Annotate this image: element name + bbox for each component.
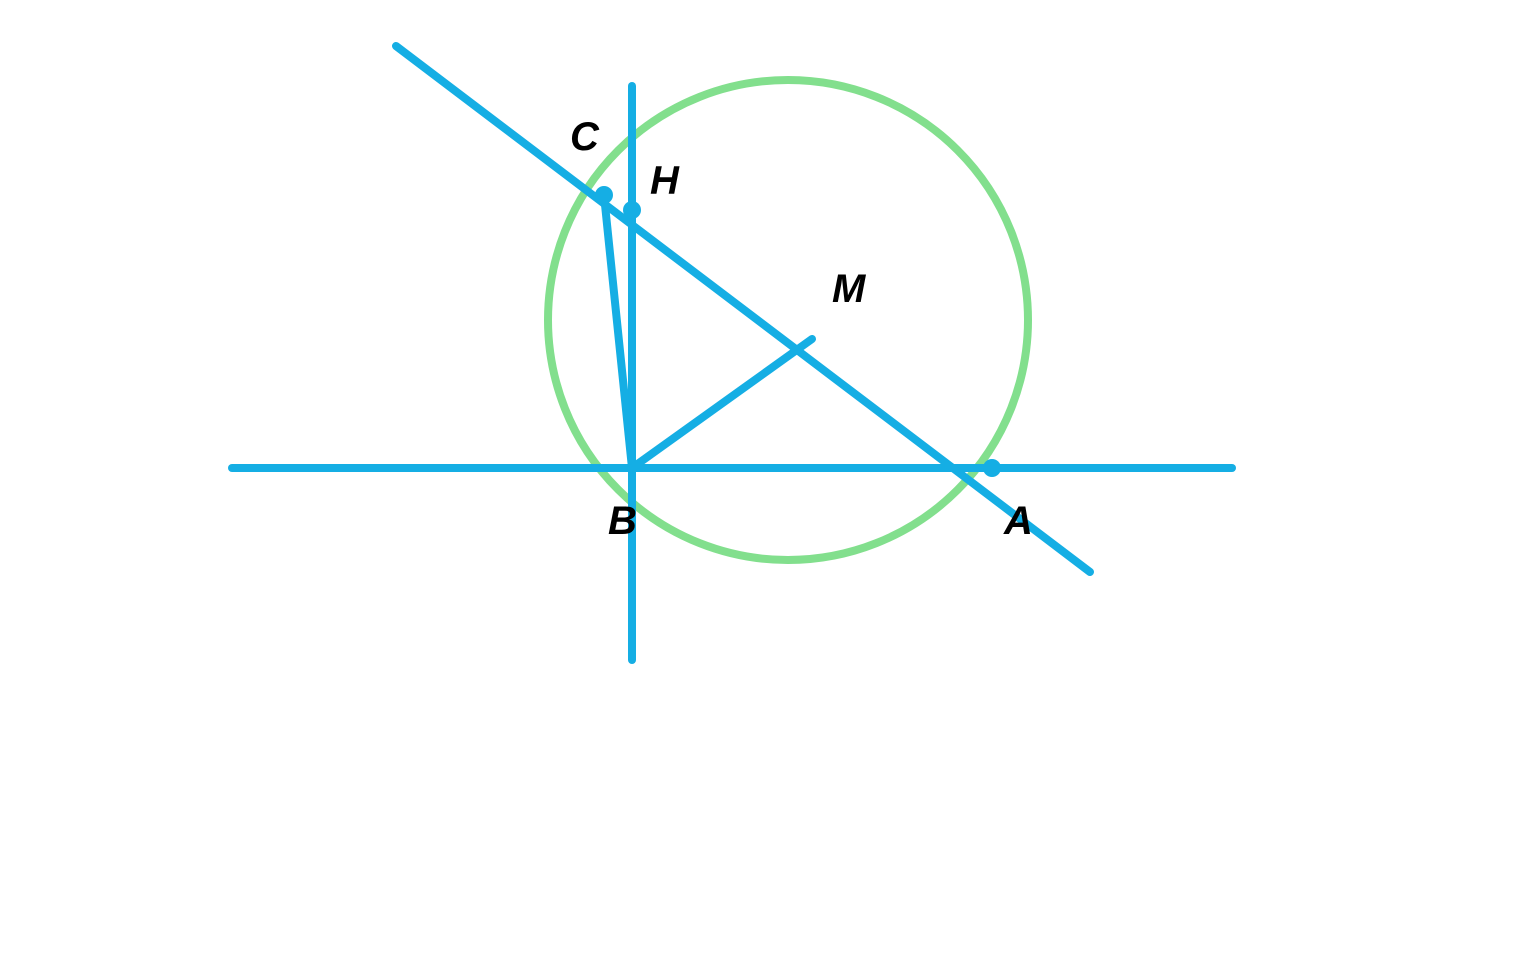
geometry-diagram: A B C H M bbox=[0, 0, 1536, 954]
label-H: H bbox=[650, 159, 680, 203]
label-A: A bbox=[1003, 499, 1033, 543]
label-B: B bbox=[608, 499, 637, 543]
point-C bbox=[595, 186, 613, 204]
point-H bbox=[623, 201, 641, 219]
point-A bbox=[983, 459, 1001, 477]
label-M: M bbox=[832, 267, 867, 311]
label-C: C bbox=[570, 115, 600, 159]
diagram-background bbox=[0, 0, 1536, 954]
